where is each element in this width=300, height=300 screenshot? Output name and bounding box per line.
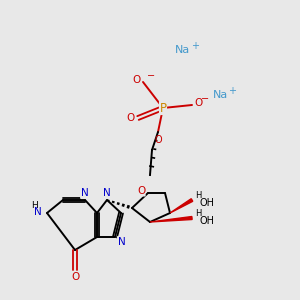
Text: +: + [228, 86, 236, 96]
Text: N: N [103, 188, 111, 198]
Text: O: O [133, 75, 141, 85]
Text: O: O [137, 186, 145, 196]
Text: N: N [34, 207, 42, 217]
Text: O: O [194, 98, 202, 108]
Text: +: + [191, 41, 199, 51]
Text: O: O [127, 113, 135, 123]
Text: O: O [154, 135, 162, 145]
Text: Na: Na [176, 45, 190, 55]
Text: H: H [195, 190, 201, 200]
Text: OH: OH [200, 216, 215, 226]
Text: N: N [118, 237, 126, 247]
Text: Na: Na [212, 90, 228, 100]
Polygon shape [170, 199, 193, 213]
Text: −: − [147, 71, 155, 81]
Text: OH: OH [200, 198, 215, 208]
Text: H: H [32, 202, 38, 211]
Text: H: H [195, 208, 201, 217]
Text: −: − [201, 94, 209, 104]
Polygon shape [150, 217, 192, 222]
Text: N: N [81, 188, 89, 198]
Text: P: P [160, 101, 167, 115]
Text: O: O [71, 272, 79, 282]
